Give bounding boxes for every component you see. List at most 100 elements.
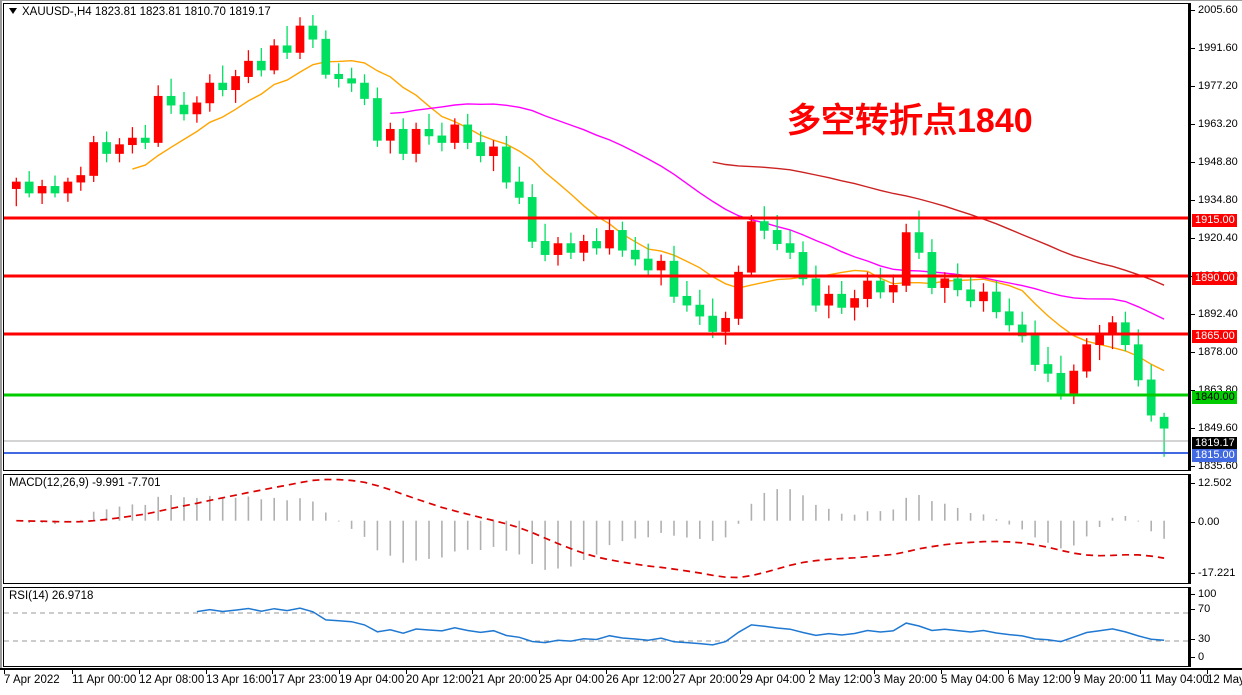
time-tickmark (809, 670, 810, 674)
price-tickmark (1191, 48, 1195, 49)
price-level-label-resistance-1915[interactable]: 1915.00 (1192, 214, 1237, 227)
candlestick (128, 127, 137, 154)
time-tickmark (1074, 670, 1075, 674)
rsi-line (196, 607, 1165, 646)
rsi-panel[interactable]: RSI(14) 26.9718 (3, 587, 1189, 667)
candlestick (708, 298, 718, 339)
rsi-canvas (4, 607, 1188, 646)
price-tickmark (1191, 124, 1195, 125)
candlestick (334, 63, 344, 88)
time-tick-label: 26 Apr 12:00 (606, 674, 672, 686)
time-tickmark (472, 670, 473, 674)
candlestick (953, 263, 963, 297)
time-tick-label: 17 Apr 23:00 (272, 674, 338, 686)
macd-axis: 12.502 0.00 -17.221 (1189, 474, 1242, 584)
price-tick-label: 1878.00 (1198, 346, 1238, 358)
candlestick (321, 30, 331, 79)
candlestick (282, 26, 292, 59)
candlestick (218, 65, 228, 97)
time-tickmark (206, 670, 207, 674)
rsi-axis: 100 70 30 0 (1189, 587, 1242, 667)
candlestick (1095, 324, 1104, 361)
candlestick (695, 289, 705, 325)
time-tick-label: 13 Apr 16:00 (206, 674, 272, 686)
candlestick (1082, 338, 1092, 378)
price-axis[interactable]: 2005.60 1991.60 1977.20 1963.20 1948.80 1934.… (1189, 3, 1242, 548)
candlestick (643, 243, 653, 277)
time-tick-label: 11 Apr 00:00 (72, 674, 137, 686)
candlestick (992, 281, 1001, 319)
candlestick (1056, 355, 1066, 400)
price-level-label-current-price[interactable]: 1819.17 (1192, 437, 1237, 450)
candlestick (166, 78, 176, 114)
axis-tick-label: 70 (1198, 603, 1211, 615)
time-tick-label: 27 Apr 20:00 (673, 674, 739, 686)
candlestick (385, 122, 395, 154)
candlestick (682, 281, 692, 312)
candlestick (89, 135, 99, 182)
price-tickmark (1191, 428, 1195, 429)
candlestick (411, 122, 421, 163)
time-tick-label: 3 May 20:00 (874, 674, 938, 686)
price-tickmark (1191, 86, 1195, 87)
axis-tick-label: 12.502 (1198, 477, 1232, 489)
time-tick-label: 20 Apr 12:00 (406, 674, 472, 686)
axis-tick-label: 100 (1198, 588, 1217, 600)
candlestick (888, 274, 898, 303)
time-tickmark (740, 670, 741, 674)
macd-panel[interactable]: MACD(12,26,9) -9.991 -7.701 (3, 474, 1189, 584)
candlestick (295, 17, 305, 59)
axis-tickmark (1191, 657, 1195, 658)
price-level-label-support-1840[interactable]: 1840.00 (1192, 391, 1237, 404)
rsi-header: RSI(14) 26.9718 (9, 590, 94, 602)
time-tickmark (406, 670, 407, 674)
candlestick (540, 223, 550, 262)
candlestick (759, 206, 769, 240)
candlestick (927, 239, 937, 295)
price-level-label-support-1815[interactable]: 1815.00 (1192, 449, 1237, 462)
candlestick (76, 166, 86, 191)
time-tickmark (874, 670, 875, 674)
price-chart-panel[interactable]: XAUUSD-,H4 1823.81 1823.81 1810.70 1819.… (3, 3, 1189, 471)
price-tick-label: 1920.40 (1198, 232, 1238, 244)
candlestick (605, 219, 614, 255)
candlestick (1121, 311, 1130, 352)
candlestick (476, 131, 485, 163)
time-tickmark (139, 670, 140, 674)
time-tick-label: 21 Apr 20:00 (472, 674, 538, 686)
price-tickmark (1191, 162, 1195, 163)
axis-tickmark (1191, 573, 1195, 574)
time-axis[interactable]: 7 Apr 2022 11 Apr 00:00 12 Apr 08:00 13 Apr… (0, 668, 1242, 695)
axis-tick-label: 30 (1198, 633, 1211, 645)
candlestick (566, 232, 576, 259)
candlestick (153, 85, 163, 147)
price-tickmark (1191, 238, 1195, 239)
price-level-label-resistance-1890[interactable]: 1890.00 (1192, 272, 1237, 285)
candlestick (63, 177, 73, 202)
candlestick (463, 113, 473, 150)
price-level-label-resistance-1865[interactable]: 1865.00 (1192, 330, 1237, 343)
axis-tickmark (1191, 522, 1195, 523)
candlestick (192, 96, 202, 123)
price-tick-label: 1892.40 (1198, 308, 1238, 320)
candlestick (205, 74, 215, 112)
price-tick-label: 1863.80 (1198, 384, 1238, 396)
axis-tick-label: 0.00 (1198, 516, 1220, 528)
time-tick-label: 19 Apr 04:00 (339, 674, 405, 686)
candlestick (592, 228, 601, 255)
triangle-down-icon[interactable] (9, 7, 17, 14)
time-tickmark (606, 670, 607, 674)
candlestick (502, 135, 511, 189)
candlestick (424, 113, 434, 145)
price-chart-canvas (4, 15, 1188, 457)
candlestick (269, 39, 279, 75)
candlestick (656, 254, 666, 286)
candlestick (811, 265, 821, 312)
candlestick (244, 50, 253, 84)
candlestick (630, 237, 640, 266)
axis-tickmark (1191, 639, 1195, 640)
price-tick-label: 1991.60 (1198, 42, 1238, 54)
candlestick (837, 281, 847, 314)
candlestick (1004, 298, 1014, 332)
candlestick (747, 215, 756, 277)
